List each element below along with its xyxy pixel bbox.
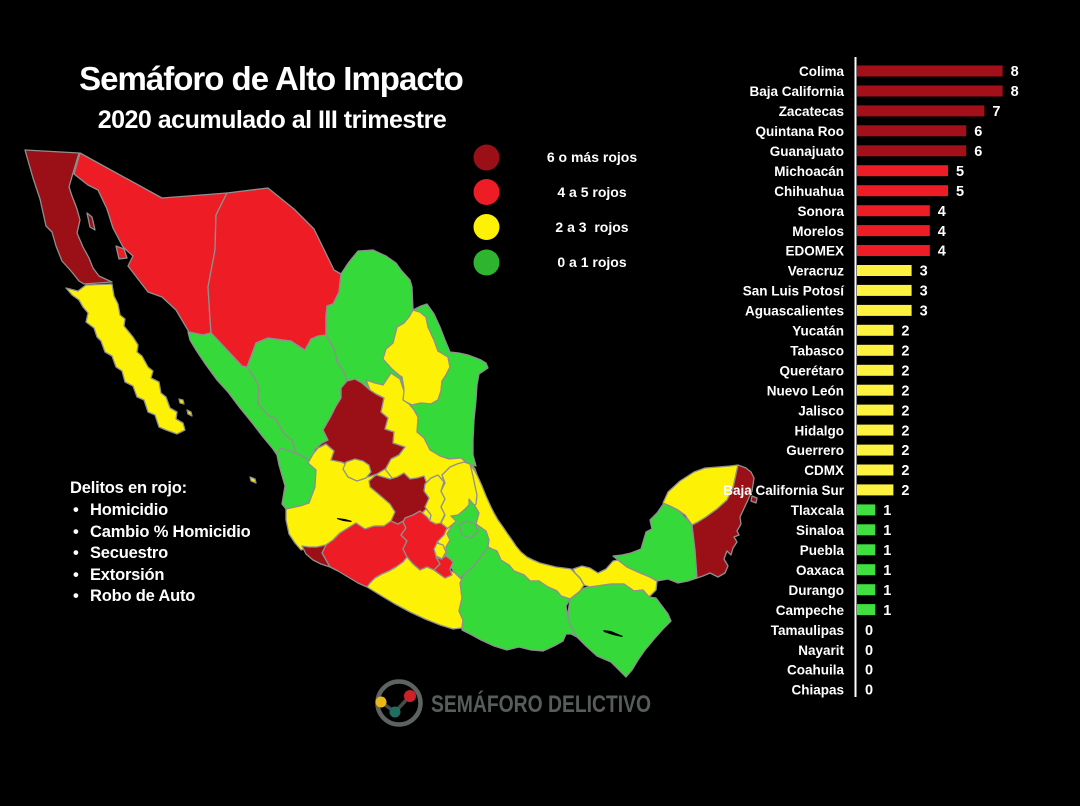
svg-text:8: 8 <box>1011 84 1019 100</box>
svg-text:2: 2 <box>901 463 909 479</box>
svg-text:Sinaloa: Sinaloa <box>796 523 845 538</box>
svg-text:Campeche: Campeche <box>776 603 845 618</box>
svg-text:0: 0 <box>865 683 873 699</box>
svg-text:Nuevo León: Nuevo León <box>767 383 844 398</box>
svg-text:Colima: Colima <box>799 64 845 79</box>
svg-text:Querétaro: Querétaro <box>779 363 844 378</box>
svg-text:Zacatecas: Zacatecas <box>779 104 844 119</box>
svg-text:Chiapas: Chiapas <box>791 683 844 698</box>
svg-text:Yucatán: Yucatán <box>792 324 844 339</box>
svg-text:0: 0 <box>865 643 873 659</box>
svg-text:Jalisco: Jalisco <box>798 403 844 418</box>
svg-text:5: 5 <box>956 184 964 200</box>
svg-text:EDOMEX: EDOMEX <box>785 244 844 259</box>
svg-text:4: 4 <box>938 204 946 220</box>
svg-text:Michoacán: Michoacán <box>774 164 844 179</box>
svg-text:1: 1 <box>883 583 891 599</box>
svg-text:Sonora: Sonora <box>797 204 844 219</box>
svg-text:Puebla: Puebla <box>800 543 845 558</box>
svg-text:5: 5 <box>956 164 964 180</box>
svg-text:0: 0 <box>865 663 873 679</box>
svg-text:Coahuila: Coahuila <box>787 663 844 678</box>
svg-text:0: 0 <box>865 623 873 639</box>
svg-text:2: 2 <box>901 324 909 340</box>
svg-text:2: 2 <box>901 423 909 439</box>
svg-text:6: 6 <box>974 124 982 140</box>
svg-text:San Luis Potosí: San Luis Potosí <box>743 284 846 299</box>
svg-text:2: 2 <box>901 344 909 360</box>
svg-text:6: 6 <box>974 144 982 160</box>
svg-text:Tamaulipas: Tamaulipas <box>771 623 844 638</box>
svg-text:Hidalgo: Hidalgo <box>795 423 845 438</box>
svg-text:1: 1 <box>883 503 891 519</box>
svg-text:Durango: Durango <box>789 583 845 598</box>
svg-text:Aguascalientes: Aguascalientes <box>745 304 844 319</box>
svg-text:3: 3 <box>920 284 928 300</box>
svg-text:1: 1 <box>883 543 891 559</box>
svg-text:1: 1 <box>883 523 891 539</box>
svg-text:2: 2 <box>901 363 909 379</box>
svg-text:3: 3 <box>920 304 928 320</box>
svg-text:Quintana Roo: Quintana Roo <box>756 124 845 139</box>
svg-text:4: 4 <box>938 244 946 260</box>
svg-text:4: 4 <box>938 224 946 240</box>
svg-text:1: 1 <box>883 563 891 579</box>
svg-text:Baja California Sur: Baja California Sur <box>723 483 845 498</box>
svg-text:2: 2 <box>901 443 909 459</box>
svg-text:Nayarit: Nayarit <box>798 643 844 658</box>
svg-text:Tabasco: Tabasco <box>790 344 844 359</box>
svg-text:Baja California: Baja California <box>749 84 844 99</box>
svg-text:2: 2 <box>901 483 909 499</box>
svg-text:3: 3 <box>920 264 928 280</box>
svg-text:2: 2 <box>901 403 909 419</box>
svg-text:8: 8 <box>1011 64 1019 80</box>
svg-text:Oaxaca: Oaxaca <box>796 563 845 578</box>
svg-text:Guerrero: Guerrero <box>786 443 844 458</box>
svg-text:1: 1 <box>883 603 891 619</box>
svg-text:Morelos: Morelos <box>792 224 844 239</box>
svg-text:Veracruz: Veracruz <box>788 264 845 279</box>
svg-text:Chihuahua: Chihuahua <box>774 184 844 199</box>
svg-text:Tlaxcala: Tlaxcala <box>791 503 845 518</box>
svg-text:CDMX: CDMX <box>804 463 844 478</box>
svg-text:7: 7 <box>992 104 1000 120</box>
svg-text:2: 2 <box>901 383 909 399</box>
svg-text:Guanajuato: Guanajuato <box>770 144 844 159</box>
